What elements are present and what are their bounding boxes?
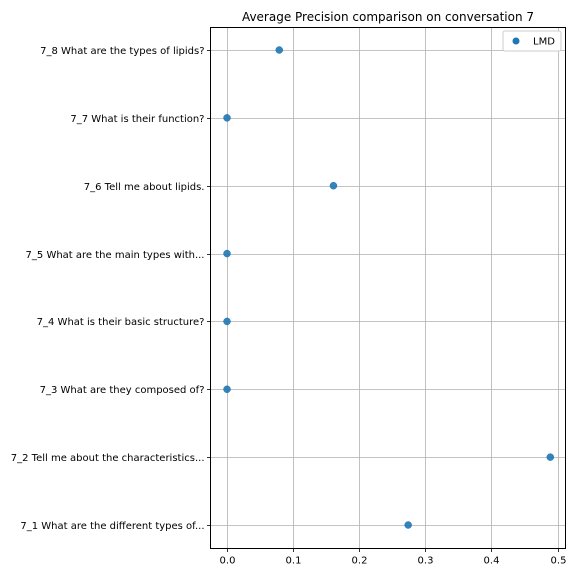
legend-box: [502, 30, 562, 52]
legend: LMD: [502, 30, 562, 52]
data-point: [223, 385, 231, 394]
data-point: [329, 181, 338, 190]
y-tick-label: 7_2 Tell me about the characteristics...: [11, 453, 205, 464]
data-points: [223, 46, 555, 529]
chart-title: Average Precision comparison on conversa…: [242, 10, 534, 24]
x-tick-label: 0.2: [352, 556, 368, 567]
x-tick-label: 0.1: [286, 556, 302, 567]
y-tick-label: 7_1 What are the different types of...: [20, 521, 204, 532]
data-point: [223, 249, 231, 258]
x-tick-label: 0.4: [484, 556, 500, 567]
y-tick-label: 7_3 What are they composed of?: [40, 385, 205, 396]
data-point: [275, 46, 284, 54]
axis-ticks: 0.0 0.1 0.2 0.3 0.4 0.5 7_1 What are the diffe…: [11, 46, 567, 567]
x-tick-label: 0.3: [418, 556, 434, 567]
data-point: [223, 317, 231, 326]
legend-label-lmd: LMD: [533, 37, 555, 48]
y-tick-label: 7_7 What is their function?: [70, 114, 204, 125]
data-point: [223, 114, 231, 122]
plot-frame: [210, 27, 566, 549]
data-point: [546, 453, 555, 461]
grid-lines: [210, 27, 566, 549]
x-tick-label: 0.0: [220, 556, 236, 567]
y-tick-label: 7_4 What is their basic structure?: [37, 317, 205, 328]
y-tick-label: 7_8 What are the types of lipids?: [40, 46, 204, 57]
data-point: [404, 521, 412, 529]
x-tick-label: 0.5: [551, 556, 567, 567]
legend-marker-lmd: [512, 37, 520, 45]
y-tick-label: 7_6 Tell me about lipids.: [84, 182, 205, 193]
y-tick-label: 7_5 What are the main types with...: [26, 250, 205, 261]
